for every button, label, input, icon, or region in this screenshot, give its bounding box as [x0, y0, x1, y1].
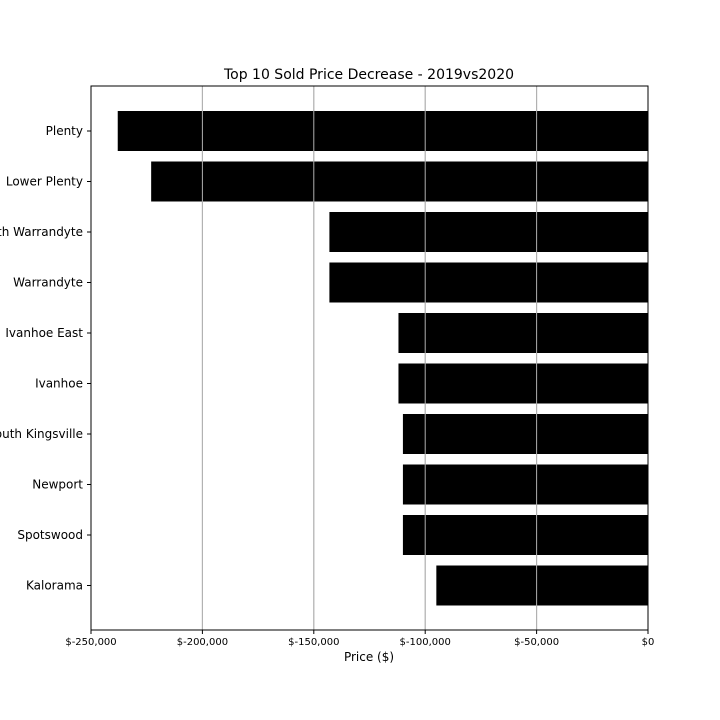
bar-5 — [398, 363, 648, 404]
x-tick-label-0: $-250,000 — [65, 637, 116, 648]
x-tick-label-4: $-50,000 — [514, 637, 559, 648]
x-tick-label-3: $-100,000 — [400, 637, 451, 648]
plot-frame — [90, 85, 649, 631]
chart-title: Top 10 Sold Price Decrease - 2019vs2020 — [223, 67, 514, 83]
bar-9 — [436, 565, 648, 606]
y-axis-ticks: Plenty Lower Plenty North Warrandyte Warran… — [0, 124, 91, 593]
y-tick-label-9: Kalorama — [26, 579, 83, 593]
y-tick-label-6: South Kingsville — [0, 427, 83, 441]
bar-4 — [398, 313, 648, 353]
bars — [117, 86, 648, 630]
bar-8 — [402, 515, 648, 555]
bar-1 — [151, 161, 648, 202]
y-tick-label-0: Plenty — [46, 124, 83, 138]
y-tick-label-3: Warrandyte — [13, 276, 83, 290]
bar-6 — [402, 414, 648, 454]
bar-7 — [402, 464, 648, 505]
bar-3 — [329, 262, 648, 303]
x-tick-label-2: $-150,000 — [288, 637, 339, 648]
x-axis-ticks: $-250,000 $-200,000 $-150,000 $-100,000 $-50… — [65, 630, 654, 648]
x-tick-label-1: $-200,000 — [177, 637, 228, 648]
y-tick-label-1: Lower Plenty — [6, 175, 83, 189]
bar-0 — [117, 111, 648, 151]
y-tick-label-7: Newport — [32, 478, 83, 492]
y-tick-label-8: Spotswood — [17, 528, 83, 542]
y-tick-label-5: Ivanhoe — [35, 377, 83, 391]
y-tick-label-2: North Warrandyte — [0, 225, 83, 239]
y-tick-label-4: Ivanhoe East — [5, 326, 83, 340]
x-tick-label-5: $0 — [642, 637, 655, 648]
bar-2 — [329, 212, 648, 252]
x-axis-label: Price ($) — [344, 650, 394, 664]
